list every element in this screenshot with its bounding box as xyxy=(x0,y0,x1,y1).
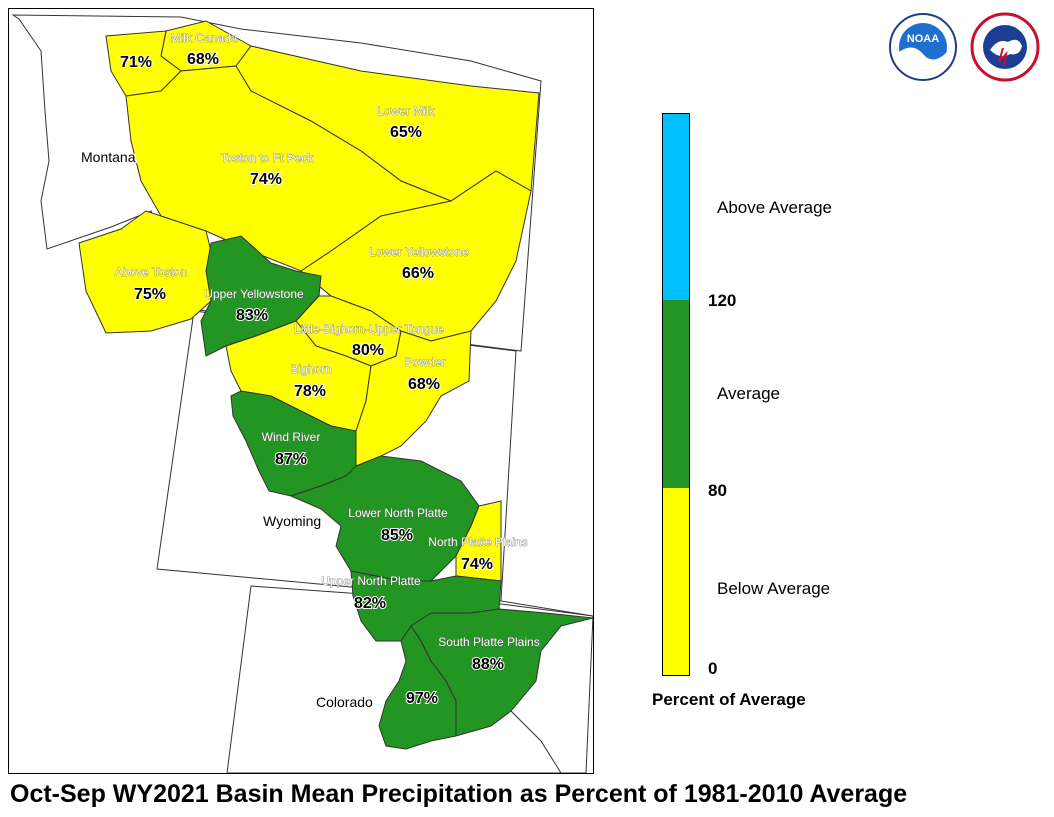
state-label-montana: Montana xyxy=(81,149,136,165)
basin-name-wind-river: Wind River xyxy=(262,430,321,444)
legend-tick-120: 120 xyxy=(708,291,737,310)
basin-name-powder: Powder xyxy=(405,355,446,369)
basin-pct-lower-yellowstone: 66% xyxy=(402,265,434,282)
legend-swatch-above xyxy=(663,114,689,300)
nws-logo-icon xyxy=(970,12,1040,82)
basin-pct-south-platte-plains: 88% xyxy=(472,656,504,673)
legend-tick-80: 80 xyxy=(708,481,727,500)
basin-pct-wind-river: 87% xyxy=(275,451,307,468)
legend-tick-0: 0 xyxy=(708,659,718,678)
basin-name-lower-north-platte: Lower North Platte xyxy=(348,506,448,520)
map-caption: Oct-Sep WY2021 Basin Mean Precipitation … xyxy=(10,780,908,808)
basin-pct-upper-yellowstone: 83% xyxy=(236,307,268,324)
basin-name-south-platte-plains: South Platte Plains xyxy=(438,635,539,649)
basin-labels: Milk Canada 68% 71% Lower Milk 65% Tosto… xyxy=(114,31,540,708)
basin-name-little-bighorn: Little-Bighorn-Upper Tongue xyxy=(294,322,444,336)
basin-pct-little-bighorn: 80% xyxy=(352,342,384,359)
map-frame: Montana Wyoming Colorado Milk Canada 68%… xyxy=(8,8,594,774)
basin-pct-milk-west: 71% xyxy=(120,54,152,71)
basin-pct-north-platte-plains: 74% xyxy=(461,556,493,573)
basin-pct-lower-milk: 65% xyxy=(390,124,422,141)
basin-name-above-toston: Above Toston xyxy=(115,265,188,279)
basin-pct-powder: 68% xyxy=(408,376,440,393)
state-label-wyoming: Wyoming xyxy=(263,513,321,529)
legend-label-average: Average xyxy=(717,384,781,403)
state-label-colorado: Colorado xyxy=(316,694,373,710)
legend-label-below: Below Average xyxy=(717,579,831,598)
basin-south-platte-mtn[interactable] xyxy=(378,625,457,750)
basin-pct-milk-canada: 68% xyxy=(187,51,219,68)
noaa-logo-icon: NOAA xyxy=(888,12,958,82)
legend-swatch-average xyxy=(663,300,689,488)
basin-pct-toston-ft-peck: 74% xyxy=(250,171,282,188)
state-labels: Montana Wyoming Colorado xyxy=(80,148,375,712)
basin-name-upper-yellowstone: Upper Yellowstone xyxy=(204,287,304,301)
basin-pct-above-toston: 75% xyxy=(134,286,166,303)
noaa-logo-text: NOAA xyxy=(907,33,939,45)
basin-pct-lower-north-platte: 85% xyxy=(381,527,413,544)
basin-pct-bighorn: 78% xyxy=(294,383,326,400)
legend-label-above: Above Average xyxy=(717,198,832,217)
state-outline-montana xyxy=(11,14,542,352)
basin-pct-south-platte-mtn: 97% xyxy=(406,690,438,707)
basin-pct-upper-north-platte: 82% xyxy=(354,595,386,612)
legend-swatch-below xyxy=(663,488,689,675)
basin-map: Montana Wyoming Colorado Milk Canada 68%… xyxy=(11,14,593,773)
basin-name-milk-canada: Milk Canada xyxy=(171,31,238,45)
legend-title: Percent of Average xyxy=(652,690,806,709)
basin-name-upper-north-platte: Upper North Platte xyxy=(321,574,421,588)
basin-name-north-platte-plains: North Platte Plains xyxy=(428,535,527,549)
basins xyxy=(78,20,593,750)
basin-name-lower-milk: Lower Milk xyxy=(377,104,435,118)
basin-name-lower-yellowstone: Lower Yellowstone xyxy=(369,245,469,259)
basin-name-toston-ft-peck: Toston to Ft Peck xyxy=(221,151,315,165)
basin-name-bighorn: Bighorn xyxy=(290,362,331,376)
legend-color-bar xyxy=(662,113,690,676)
